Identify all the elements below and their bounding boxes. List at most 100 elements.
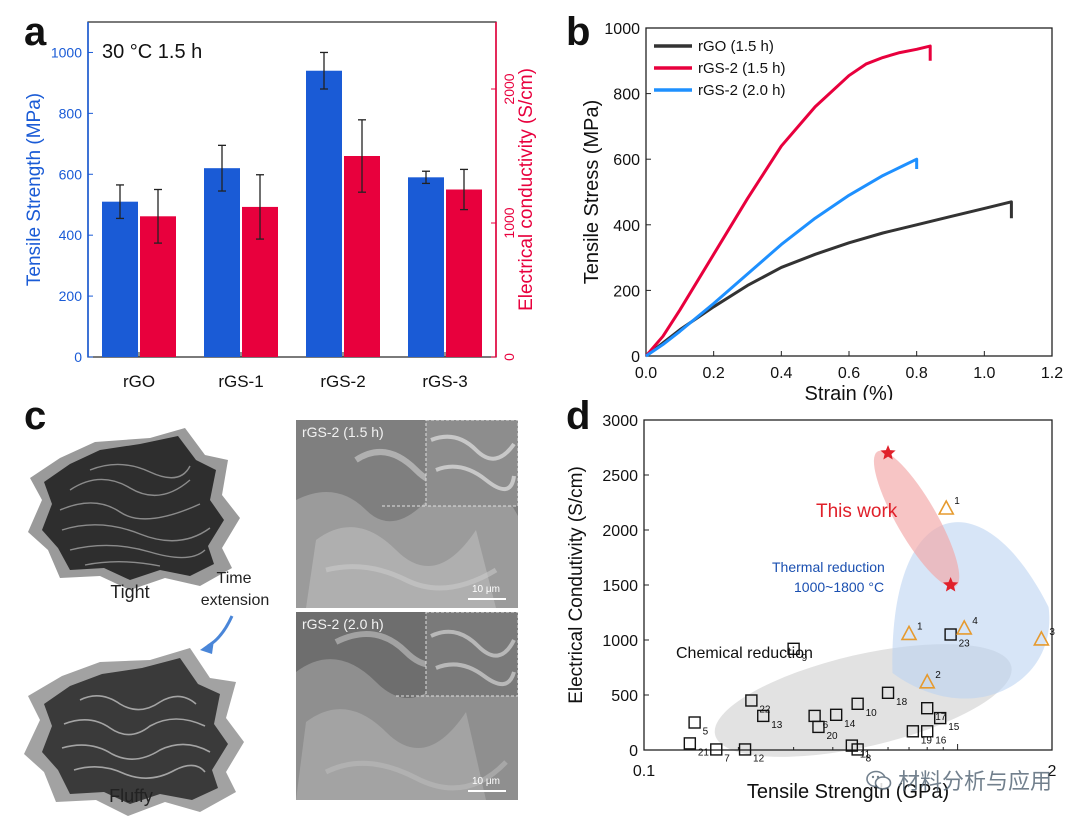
sem-texture-bottom — [296, 612, 518, 800]
this-work-point — [943, 577, 959, 592]
legend-label: rGO (1.5 h) — [698, 38, 774, 55]
panel-letter-d: d — [566, 394, 591, 438]
point-ref-label: 16 — [935, 735, 947, 746]
point-ref-label: 14 — [844, 719, 856, 730]
series-line — [645, 157, 919, 358]
chemical-point — [829, 708, 843, 721]
time-label: Time — [216, 570, 252, 587]
x-axis-label: Strain (%) — [805, 383, 894, 400]
point-ref-label: 1 — [917, 621, 923, 632]
point-ref-label: 13 — [771, 720, 783, 731]
y2-tick-label: 1000 — [501, 207, 517, 238]
y2-tick-label: 2000 — [501, 73, 517, 104]
chemical-point — [710, 743, 723, 756]
watermark-text: 材料分析与应用 — [897, 769, 1052, 794]
y-tick-label: 0 — [631, 349, 640, 366]
chart-b-line: 0.0 0.2 0.4 0.6 0.8 1.0 1.2 0 200 400 600 800 1000 rG… — [581, 21, 1063, 400]
sem-bottom-label: rGS-2 (2.0 h) — [302, 616, 384, 632]
point-ref-label: 15 — [948, 722, 960, 733]
x-tick-label: 0.2 — [703, 365, 725, 382]
y-tick-label: 200 — [59, 288, 83, 304]
x-axis-label: Tensile Strength (GPa) — [747, 781, 949, 803]
x-tick-label: rGS-1 — [218, 372, 263, 391]
x-tick-label: 0.4 — [770, 365, 792, 382]
x-tick-label: 0.0 — [635, 365, 657, 382]
series-line — [645, 200, 1013, 358]
x-tick-label: rGS-2 — [320, 372, 365, 391]
chemical-point — [921, 702, 934, 715]
y-tick-label: 600 — [613, 152, 640, 169]
bar — [408, 177, 444, 357]
chemical-point — [812, 720, 825, 734]
x-tick-label: 2 — [1048, 763, 1057, 780]
chart-annotation: 30 °C 1.5 h — [102, 41, 202, 63]
bar — [204, 168, 240, 357]
point-ref-label: 6 — [823, 720, 829, 731]
point-ref-label: 20 — [826, 731, 838, 742]
point-ref-label: 17 — [935, 712, 947, 723]
sem-bottom-scale-bar — [468, 790, 506, 792]
region-label-this-work: This work — [816, 501, 898, 522]
point-ref-label: 2 — [935, 670, 941, 681]
y-tick-label: 200 — [613, 283, 640, 300]
chemical-point — [738, 743, 752, 756]
chart-a-bar: 0 200 400 600 800 1000 0 1000 2000 rGO rGS-1 rGS-2 r… — [24, 21, 537, 391]
chemical-point — [688, 716, 701, 729]
wechat-icon — [866, 770, 892, 790]
legend-label: rGS-2 (2.0 h) — [698, 82, 786, 99]
region-label-temperature: 1000~1800 °C — [794, 579, 884, 595]
y2-tick-label: 0 — [501, 353, 517, 361]
y-tick-label: 2500 — [602, 468, 638, 485]
y-tick-label: 400 — [59, 227, 83, 243]
fluffy-sphere-model — [24, 648, 244, 816]
y-tick-label: 1000 — [51, 44, 82, 60]
region-label-thermal: Thermal reduction — [772, 559, 885, 575]
sem-image-bottom: rGS-2 (2.0 h) 10 μm — [296, 612, 518, 800]
bar — [102, 201, 138, 357]
y-tick-label: 800 — [59, 105, 83, 121]
thermal-point — [900, 624, 918, 641]
region-label-chemical: Chemical reduction — [676, 645, 813, 662]
point-ref-label: 5 — [703, 727, 709, 738]
point-ref-label: 8 — [866, 753, 872, 764]
thermal-point — [937, 499, 955, 515]
y-tick-label: 800 — [613, 87, 640, 104]
y-tick-label: 600 — [59, 166, 83, 182]
tight-label: Tight — [110, 582, 150, 602]
point-ref-label: 21 — [698, 747, 710, 758]
y-tick-label: 3000 — [602, 413, 638, 430]
x-tick-label: 0.1 — [633, 763, 655, 780]
chemical-point — [787, 642, 800, 656]
sem-texture-top — [296, 420, 518, 608]
sem-top-label: rGS-2 (1.5 h) — [302, 424, 384, 440]
chemical-point — [881, 686, 895, 699]
panel-letter-c: c — [24, 394, 47, 438]
point-ref-label: 18 — [896, 697, 908, 708]
point-ref-label: 10 — [866, 708, 878, 719]
point-ref-label: 23 — [959, 639, 971, 650]
point-ref-label: 1 — [954, 496, 960, 507]
fluffy-label: Fluffy — [109, 786, 153, 806]
y-axis-label: Tensile Strength (MPa) — [24, 93, 45, 286]
chemical-point — [921, 725, 934, 738]
this-work-region — [873, 450, 960, 588]
chemical-point — [906, 725, 920, 738]
y2-axis-label: Electrical conductivity (S/cm) — [516, 68, 537, 311]
sem-top-scale-text: 10 μm — [472, 584, 500, 595]
crumpled-models — [24, 428, 244, 816]
thermal-point — [918, 673, 936, 689]
sem-image-top: rGS-2 (1.5 h) 10 μm — [296, 420, 518, 608]
x-tick-label: 0.6 — [838, 365, 860, 382]
x-tick-label: rGO — [123, 372, 155, 391]
y-tick-label: 1500 — [602, 578, 638, 595]
point-ref-label: 7 — [724, 753, 730, 764]
point-ref-label: 9 — [802, 653, 808, 664]
panel-letter-b: b — [566, 10, 591, 54]
watermark: 材料分析与应用 — [866, 764, 1052, 796]
chemical-point — [683, 737, 697, 750]
legend-label: rGS-2 (1.5 h) — [698, 60, 786, 77]
x-tick-label: 1.2 — [1041, 365, 1063, 382]
y-tick-label: 2000 — [602, 523, 638, 540]
time-extension-arrow — [200, 615, 234, 654]
